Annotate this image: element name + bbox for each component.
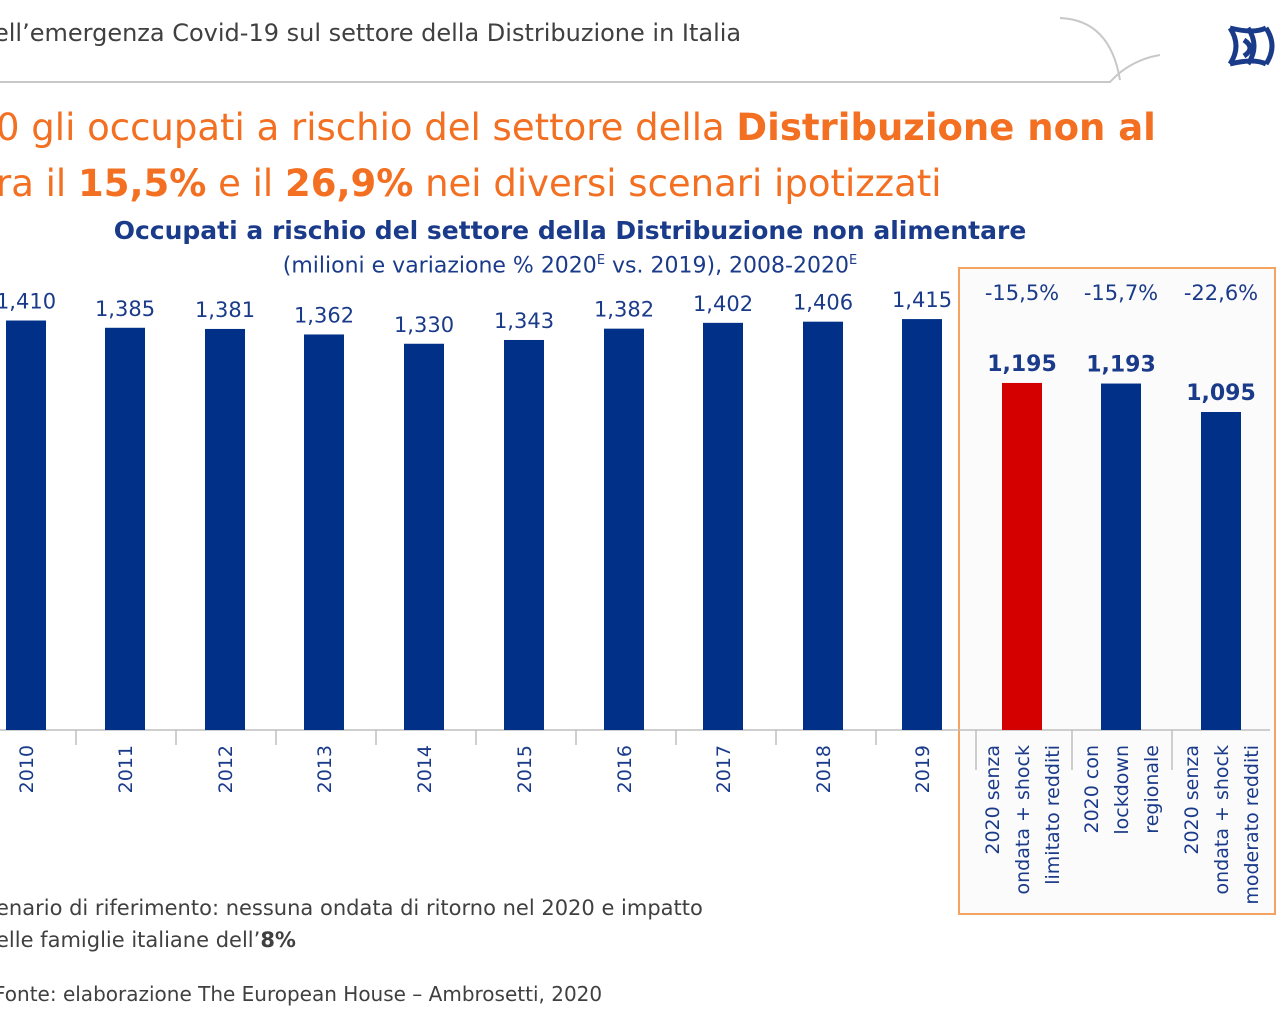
headline-line-2: ra il 15,5% e il 26,9% nei diversi scena… — [0, 162, 942, 205]
bar-value-label: 1,410 — [0, 290, 56, 314]
bar — [304, 334, 344, 730]
x-tick-label: 2016 — [614, 745, 636, 793]
bar-value-label: 1,343 — [494, 309, 554, 333]
bar-value-label: 1,330 — [394, 313, 454, 337]
x-tick-label: 2012 — [215, 745, 237, 793]
bar-value-label: 1,385 — [95, 297, 155, 321]
x-tick-label: 2010 — [16, 745, 38, 793]
chart-subtitle: (milioni e variazione % 2020E vs. 2019),… — [282, 253, 858, 279]
bar-value-label: 1,362 — [294, 303, 354, 327]
x-tick-label: ondata + shock — [1211, 745, 1233, 894]
bar — [1002, 382, 1042, 730]
x-tick-label: 2019 — [912, 745, 934, 793]
x-tick-label: moderato redditi — [1241, 745, 1263, 905]
x-tick-label: ondata + shock — [1012, 745, 1034, 894]
x-tick-label: 2014 — [414, 745, 436, 793]
bar — [604, 328, 644, 730]
bar-value-label: 1,415 — [892, 288, 952, 312]
bar-value-label: 1,382 — [594, 298, 654, 322]
x-tick-label: regionale — [1141, 745, 1163, 834]
bar — [1101, 383, 1141, 730]
bar — [803, 321, 843, 730]
chart-title: Occupati a rischio del settore della Dis… — [113, 216, 1027, 245]
bar-value-label: 1,193 — [1086, 353, 1156, 378]
header-swoosh — [0, 17, 1161, 83]
x-tick-label: 2011 — [115, 745, 137, 793]
bar — [902, 319, 942, 730]
x-tick-label: 2013 — [314, 745, 336, 793]
x-tick-label: 2017 — [713, 745, 735, 793]
bar-value-label: 1,095 — [1186, 381, 1256, 406]
x-tick-label: 2015 — [514, 745, 536, 793]
variation-label: -15,5% — [985, 281, 1059, 305]
bar-value-label: 1,402 — [693, 292, 753, 316]
source-note: Fonte: elaborazione The European House –… — [0, 982, 603, 1006]
bar-value-label: 1,381 — [195, 298, 255, 322]
ambrosetti-logo-icon — [1227, 25, 1275, 67]
x-tick-label: 2020 senza — [982, 745, 1004, 855]
footer-note-line-2: elle famiglie italiane dell’8% — [0, 928, 296, 952]
bar — [6, 320, 46, 730]
x-tick-label: 2020 senza — [1181, 745, 1203, 855]
bar — [404, 343, 444, 730]
bar — [205, 328, 245, 730]
bar — [1201, 412, 1241, 730]
headline-line-1: 0 gli occupati a rischio del settore del… — [0, 106, 1156, 149]
variation-label: -15,7% — [1084, 281, 1158, 305]
bar-value-label: 1,195 — [987, 352, 1057, 377]
x-tick-label: limitato redditi — [1042, 745, 1064, 885]
variation-label: -22,6% — [1184, 281, 1258, 305]
x-tick-label: lockdown — [1111, 745, 1133, 835]
bar — [504, 339, 544, 730]
x-tick-label: 2020 con — [1081, 745, 1103, 834]
footer-note-line-1: enario di riferimento: nessuna ondata di… — [0, 896, 703, 920]
bar — [105, 327, 145, 730]
x-tick-label: 2018 — [813, 745, 835, 793]
bar-value-label: 1,406 — [793, 291, 853, 315]
bar — [703, 322, 743, 730]
header-title: ell’emergenza Covid-19 sul settore della… — [0, 19, 742, 47]
